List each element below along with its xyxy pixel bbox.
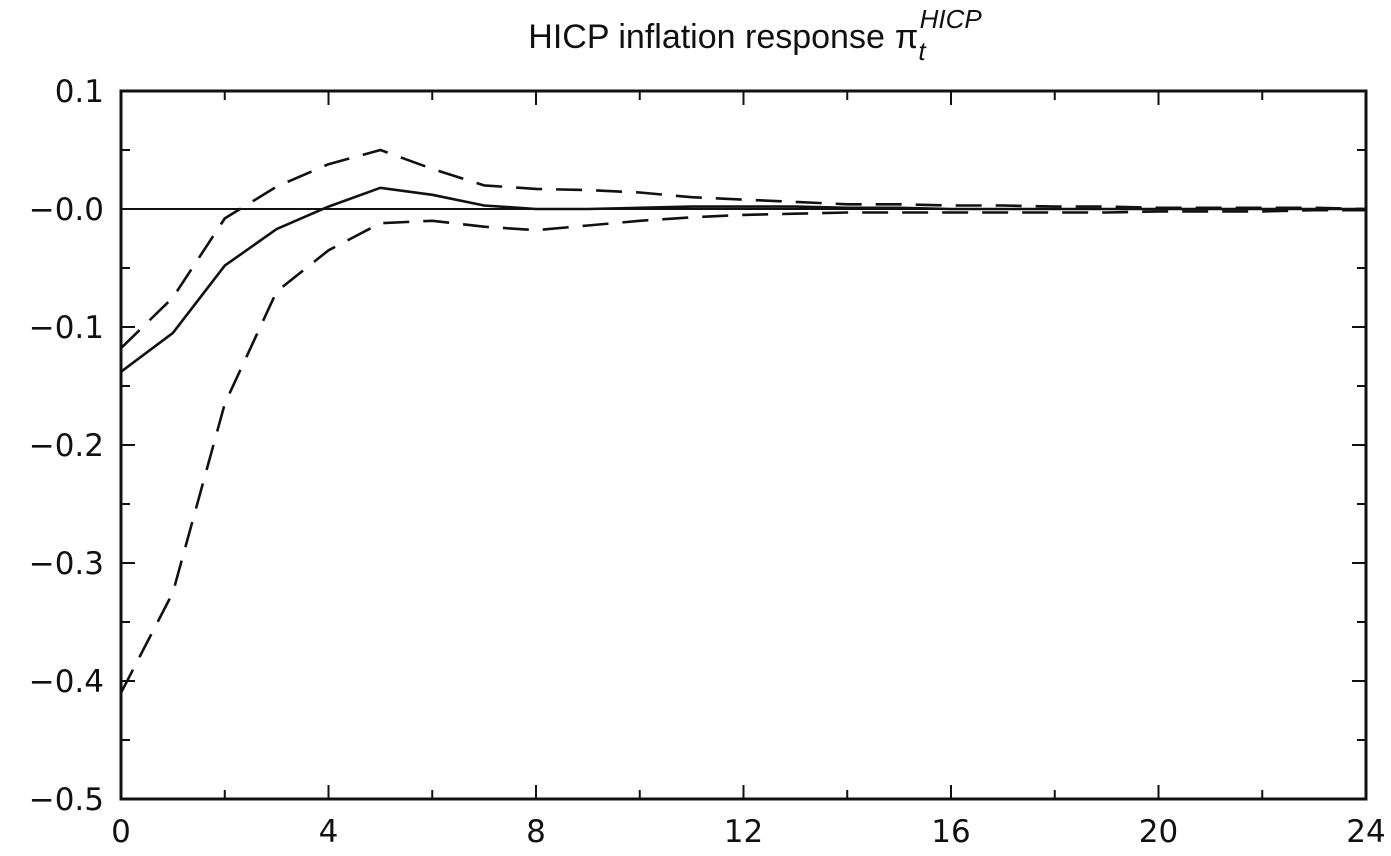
y-axis-labels: 0.1 −0.0 −0.1 −0.2 −0.3 −0.4 −0.5 <box>29 74 104 818</box>
y-tick-label: −0.2 <box>29 428 104 464</box>
y-tick-label: −0.1 <box>29 310 104 346</box>
y-tick-label: −0.0 <box>29 192 104 228</box>
chart-title: HICP inflation response πtHICP <box>528 4 982 66</box>
x-tick-label: 16 <box>931 814 970 850</box>
series-line-band-2 <box>119 208 1366 694</box>
x-tick-label: 8 <box>526 814 546 850</box>
chart-title-symbol: π <box>895 18 918 56</box>
y-tick-label: −0.4 <box>29 664 104 700</box>
axis-ticks <box>120 90 1367 800</box>
x-tick-label: 20 <box>1139 814 1178 850</box>
y-tick-label: −0.5 <box>29 782 104 818</box>
y-tick-label: 0.1 <box>55 74 104 110</box>
chart-title-subscript: t <box>918 36 927 66</box>
plot-area <box>119 148 1367 694</box>
x-tick-label: 4 <box>319 814 339 850</box>
chart-title-main: HICP inflation response <box>528 18 885 56</box>
y-tick-label: −0.3 <box>29 546 104 582</box>
x-axis-labels: 0 4 8 12 16 20 24 <box>111 814 1386 850</box>
series-line-band-1 <box>120 148 1367 350</box>
x-tick-label: 0 <box>111 814 131 850</box>
x-tick-label: 12 <box>724 814 763 850</box>
chart-title-superscript: HICP <box>920 4 983 34</box>
x-tick-label: 24 <box>1346 814 1385 850</box>
plot-frame <box>119 89 1368 801</box>
